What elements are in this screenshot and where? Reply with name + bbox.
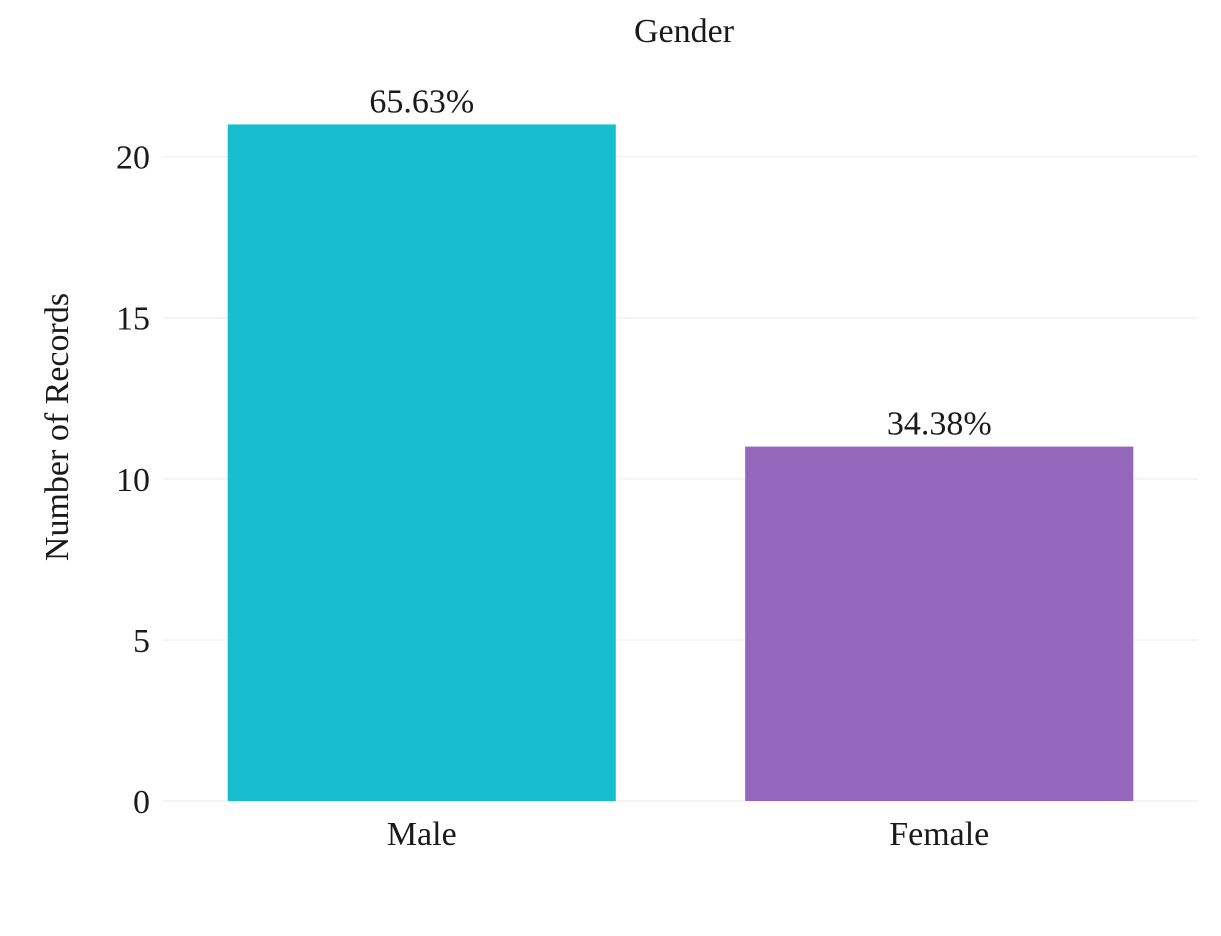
x-axis-ticks: Male Female xyxy=(387,816,989,853)
bars xyxy=(227,124,1134,801)
x-tick-label-male: Male xyxy=(387,816,457,853)
y-tick-label-10: 10 xyxy=(116,462,150,499)
y-axis-ticks: 0 5 10 15 20 xyxy=(116,140,150,821)
chart-title: Gender xyxy=(634,13,735,50)
y-tick-label-5: 5 xyxy=(133,623,150,660)
x-tick-label-female: Female xyxy=(889,816,989,853)
data-label-female: 34.38% xyxy=(887,406,992,443)
y-axis-label: Number of Records xyxy=(39,293,76,561)
bar-female xyxy=(745,446,1134,801)
bar-male xyxy=(227,124,616,801)
data-label-male: 65.63% xyxy=(369,83,474,120)
data-labels: 65.63% 34.38% xyxy=(369,83,991,442)
y-tick-label-15: 15 xyxy=(116,301,150,338)
y-tick-label-0: 0 xyxy=(133,784,150,821)
y-tick-label-20: 20 xyxy=(116,140,150,177)
